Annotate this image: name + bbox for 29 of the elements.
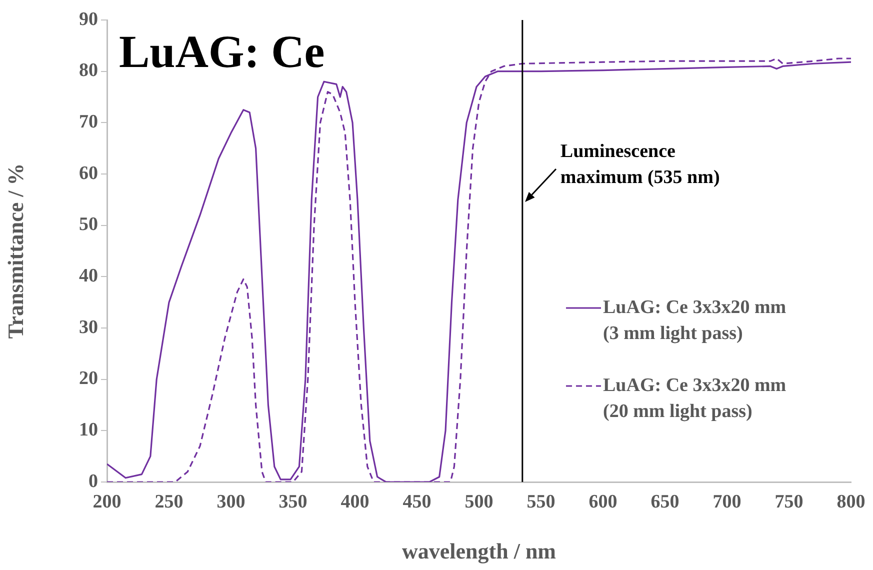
- x-tick-label: 600: [588, 491, 618, 512]
- legend-label: LuAG: Ce 3x3x20 mm (20 mm light pass): [603, 374, 786, 422]
- y-tick-label: 80: [79, 60, 98, 82]
- x-tick-label: 300: [216, 491, 246, 512]
- x-tick-label: 200: [92, 491, 122, 512]
- x-axis-title: wavelength / nm: [402, 538, 556, 564]
- y-tick-label: 10: [79, 420, 98, 441]
- x-tick-label: 750: [774, 491, 804, 512]
- x-tick-label: 450: [402, 491, 432, 512]
- legend-label: LuAG: Ce 3x3x20 mm (3 mm light pass): [603, 296, 786, 344]
- y-tick-label: 30: [79, 316, 98, 338]
- y-axis-title: Transmittance / %: [2, 163, 28, 339]
- x-tick-label: 500: [464, 491, 494, 512]
- y-tick-label: 60: [79, 162, 98, 184]
- x-tick-label: 800: [836, 491, 866, 512]
- y-tick-label: 20: [79, 368, 98, 390]
- x-tick-label: 400: [340, 491, 370, 512]
- y-tick-label: 50: [79, 214, 98, 236]
- y-tick-label: 70: [79, 112, 98, 133]
- y-tick-label: 40: [79, 266, 98, 287]
- chart-title: LuAG: Ce: [119, 26, 325, 77]
- ref-line-label: Luminescence maximum (535 nm): [560, 141, 720, 188]
- x-tick-label: 550: [526, 491, 556, 512]
- y-tick-label: 0: [88, 470, 98, 492]
- x-tick-label: 250: [154, 491, 184, 512]
- x-tick-label: 350: [278, 491, 308, 512]
- x-tick-label: 650: [650, 491, 680, 512]
- y-tick-label: 90: [79, 8, 98, 30]
- x-tick-label: 700: [712, 491, 742, 512]
